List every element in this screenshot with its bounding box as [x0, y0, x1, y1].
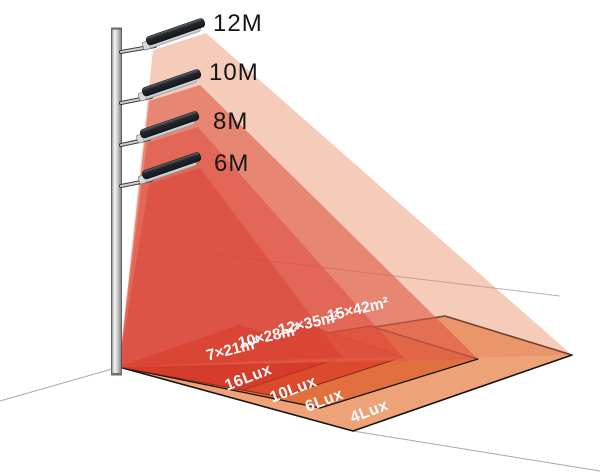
light-pole	[111, 27, 122, 376]
light-beam-6m	[119, 168, 342, 367]
height-label-6m: 6M	[214, 150, 249, 177]
fixture-body	[139, 111, 200, 139]
height-label-8m: 8M	[213, 108, 248, 135]
fixture-body	[141, 69, 202, 97]
light-beam-8m	[119, 127, 403, 367]
ground-line-left	[0, 366, 120, 402]
fixture-body	[141, 152, 202, 180]
height-label-10m: 10M	[209, 59, 259, 86]
street-light-fixture-8m	[135, 111, 200, 144]
height-label-12m: 12M	[213, 10, 263, 37]
street-light-fixture-6m	[137, 152, 202, 185]
light-beam-10m	[119, 85, 478, 367]
ground-line-right	[352, 430, 600, 472]
fixture-body	[145, 18, 206, 46]
street-light-fixture-10m	[137, 69, 202, 102]
street-light-fixture-12m	[141, 18, 206, 51]
